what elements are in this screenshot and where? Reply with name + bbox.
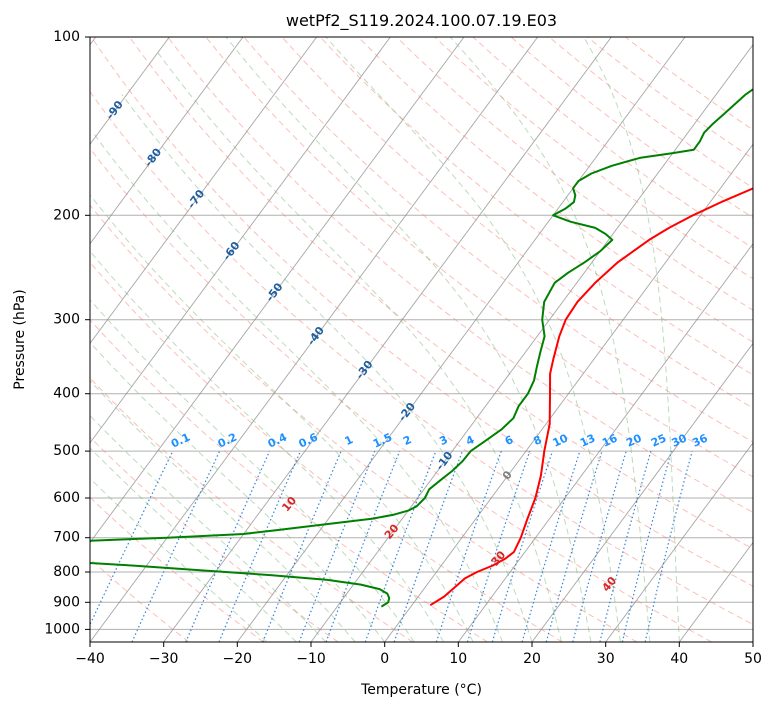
isotherm-line: [90, 37, 391, 444]
mixing-ratio-line: [218, 450, 302, 642]
isotherm-line: [236, 37, 686, 642]
y-tick-label: 700: [53, 530, 80, 546]
mixing-ratio-line: [644, 450, 693, 642]
dry-adiabat-line: [510, 37, 753, 219]
mixing-ratio-line: [599, 450, 652, 642]
mixing-ratio-label: 20: [624, 431, 644, 449]
mixing-ratio-line: [572, 450, 627, 642]
moist-adiabat-line: [583, 37, 680, 642]
dry-adiabat-line: [90, 377, 414, 642]
y-tick-label: 500: [53, 443, 80, 459]
chart-title: wetPf2_S119.2024.100.07.19.E03: [286, 11, 557, 31]
mixing-ratio-line: [491, 450, 554, 642]
isotherm-line: [384, 143, 753, 642]
isotherm-line: [531, 342, 753, 642]
plot-area: -100-90-80-70-60-50-40-30-20-10010203040…: [90, 37, 753, 642]
y-tick-label: 1000: [44, 621, 80, 637]
moist-adiabat-line: [325, 37, 621, 642]
x-axis: −40 −30 −20 −10 0 10 20 30 40 50: [75, 642, 762, 667]
moist-adiabat-line: [155, 49, 562, 642]
mixing-ratio-line: [262, 450, 342, 642]
mixing-ratio-label: 13: [578, 432, 597, 450]
sounding-curves: [90, 88, 753, 608]
dry-adiabat-line: [90, 261, 563, 642]
mixing-ratio-line: [435, 450, 502, 642]
x-tick-label: −10: [296, 651, 326, 667]
mixing-ratio-line: [521, 450, 581, 642]
dry-adiabat-line: [90, 204, 638, 642]
x-tick-label: 50: [744, 651, 762, 667]
mixing-ratio-label: 36: [690, 431, 710, 449]
moist-adiabat-line: [90, 414, 327, 642]
x-tick-label: −20: [223, 651, 253, 667]
x-tick-label: −40: [75, 651, 105, 667]
x-tick-label: 10: [449, 651, 467, 667]
isotherm-line: [90, 37, 318, 345]
temperature-line: [429, 187, 753, 607]
y-axis-label: Pressure (hPa): [12, 289, 28, 389]
moist-adiabat-line: [90, 298, 415, 642]
dry-adiabat-line: [167, 37, 753, 514]
isotherm-line: [163, 37, 612, 642]
isotherm-line: [90, 37, 170, 146]
moist-adiabat-line: [90, 447, 297, 642]
y-tick-label: 800: [53, 564, 80, 580]
dry-adiabat-line: [90, 37, 753, 587]
moist-adiabat-line: [90, 250, 445, 642]
moist-adiabat-line: [121, 94, 533, 642]
moist-adiabat-line: [90, 379, 356, 642]
mixing-ratio-line: [393, 450, 463, 642]
dry-adiabat-line: [205, 37, 753, 478]
mixing-ratio-line: [545, 450, 603, 642]
y-tick-label: 200: [53, 207, 80, 223]
y-tick-label: 100: [53, 29, 80, 45]
mixing-ratio-label: 25: [649, 432, 668, 450]
mixing-ratio-line: [185, 450, 271, 642]
isotherm-line: [90, 37, 244, 245]
mixing-ratio-line: [621, 450, 672, 642]
dry-adiabat-line: [548, 37, 753, 189]
dry-adiabat-line: [90, 147, 712, 642]
mixing-ratio-line: [364, 450, 437, 642]
mixing-ratio-line: [466, 450, 531, 642]
dry-adiabat-line: [90, 90, 753, 626]
dry-adiabat-line: [319, 37, 753, 376]
moist-adiabat-line: [449, 37, 651, 642]
x-tick-label: 40: [670, 651, 688, 667]
plot-frame: [89, 36, 754, 643]
dry-adiabat-line: [587, 37, 753, 160]
dry-adiabat-line: [396, 37, 753, 311]
mixing-ratio-line: [325, 450, 401, 642]
dry-adiabat-line: [90, 496, 264, 642]
isotherm-line: [605, 442, 753, 642]
y-tick-label: 400: [53, 386, 80, 402]
dry-adiabat-line: [129, 37, 753, 550]
x-axis-label: Temperature (°C): [360, 682, 482, 698]
x-tick-label: 0: [380, 651, 389, 667]
isotherm-line: [310, 43, 753, 642]
moist-adiabat-line: [90, 341, 386, 642]
mixing-ratio-label: 30: [670, 431, 690, 449]
dry-adiabat-line: [358, 37, 753, 343]
x-tick-label: 20: [523, 651, 541, 667]
y-tick-label: 600: [53, 490, 80, 506]
x-tick-label: 30: [597, 651, 615, 667]
background-lines: [90, 37, 753, 642]
y-tick-label: 900: [53, 594, 80, 610]
moist-adiabat-line: [90, 194, 474, 642]
mixing-ratio-label: 10: [551, 431, 571, 449]
isotherm-line: [90, 37, 539, 642]
mixing-ratio-label: 16: [600, 431, 620, 449]
moist-adiabat-line: [225, 37, 592, 642]
x-tick-label: −30: [149, 651, 179, 667]
mixing-ratio-line: [298, 450, 376, 642]
dewpoint-line: [90, 88, 753, 608]
y-tick-label: 300: [53, 312, 80, 328]
y-axis: 100 200 300 400 500 600 700 800 900 1000: [44, 29, 90, 637]
